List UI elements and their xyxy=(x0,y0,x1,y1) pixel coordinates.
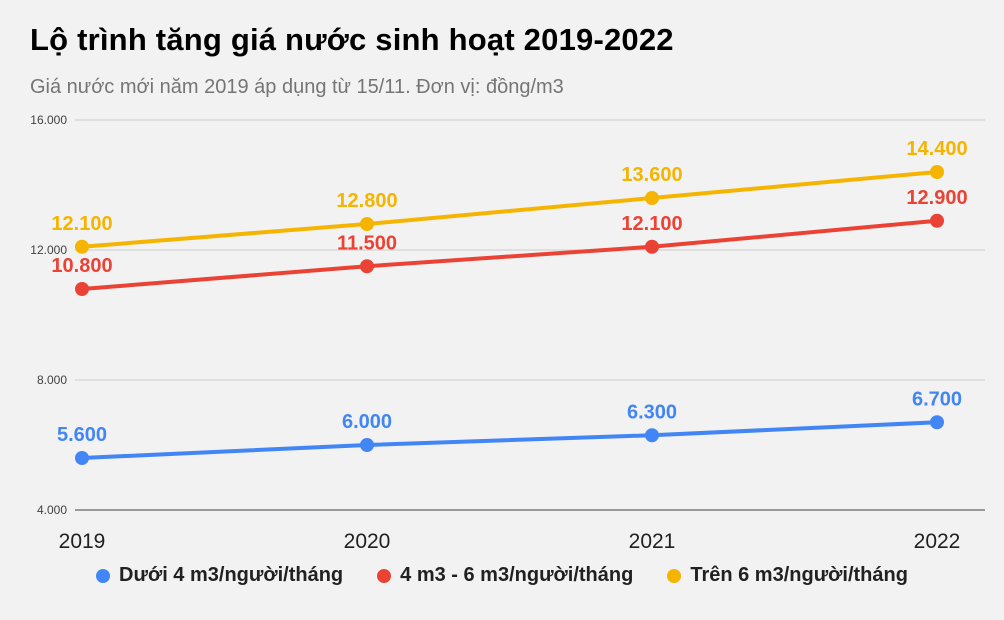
legend-item: Trên 6 m3/người/tháng xyxy=(667,564,908,587)
legend-dot-icon xyxy=(667,568,682,583)
data-point xyxy=(360,217,374,231)
line-chart: 4.000 8.000 12.000 16.000 2019 2020 2021 2022 5.… xyxy=(30,113,985,553)
legend-label: Dưới 4 m3/người/tháng xyxy=(119,564,344,586)
y-axis-tick-label: 16.000 xyxy=(30,113,67,127)
data-point-label: 11.500 xyxy=(337,232,397,254)
data-point xyxy=(360,438,374,452)
series-line xyxy=(81,420,938,460)
series-line xyxy=(81,170,938,249)
legend: Dưới 4 m3/người/tháng 4 m3 - 6 m3/người/… xyxy=(0,564,1004,587)
y-axis-tick-label: 12.000 xyxy=(30,243,67,257)
y-axis-tick-label: 8.000 xyxy=(37,373,67,387)
series-line xyxy=(81,218,938,291)
data-point xyxy=(360,259,374,274)
data-point xyxy=(75,451,89,465)
x-axis-tick-label: 2019 xyxy=(59,530,106,553)
data-point xyxy=(645,239,659,254)
legend-dot-icon xyxy=(96,568,111,583)
legend-dot-icon xyxy=(377,568,392,583)
data-point xyxy=(75,282,89,296)
page-title: Lộ trình tăng giá nước sinh hoạt 2019-20… xyxy=(30,22,674,57)
legend-item: Dưới 4 m3/người/tháng xyxy=(96,564,343,587)
y-axis-tick-label: 4.000 xyxy=(37,503,67,517)
data-point-label: 12.100 xyxy=(621,213,682,235)
data-point-label: 12.100 xyxy=(51,213,112,235)
x-axis-tick-label: 2021 xyxy=(629,530,676,553)
data-point-label: 5.600 xyxy=(57,424,107,446)
x-axis-tick-label: 2022 xyxy=(914,530,961,553)
data-point xyxy=(645,428,659,443)
x-axis-tick-label: 2020 xyxy=(344,530,391,553)
data-point-label: 10.800 xyxy=(51,255,112,277)
data-point xyxy=(645,191,659,205)
data-point-label: 6.000 xyxy=(342,411,392,433)
legend-label: Trên 6 m3/người/tháng xyxy=(690,564,908,586)
legend-label: 4 m3 - 6 m3/người/tháng xyxy=(400,564,634,586)
data-point-label: 13.600 xyxy=(621,164,682,186)
data-point-label: 12.800 xyxy=(336,190,397,212)
page-subtitle: Giá nước mới năm 2019 áp dụng từ 15/11. … xyxy=(30,76,564,98)
legend-item: 4 m3 - 6 m3/người/tháng xyxy=(377,564,633,587)
data-point-label: 6.300 xyxy=(627,401,677,423)
data-point xyxy=(930,213,944,228)
data-point-label: 12.900 xyxy=(906,187,967,209)
data-point xyxy=(930,165,944,179)
data-point xyxy=(75,239,89,254)
data-point xyxy=(930,415,944,430)
data-point-label: 6.700 xyxy=(912,388,962,410)
data-point-label: 14.400 xyxy=(906,138,967,160)
